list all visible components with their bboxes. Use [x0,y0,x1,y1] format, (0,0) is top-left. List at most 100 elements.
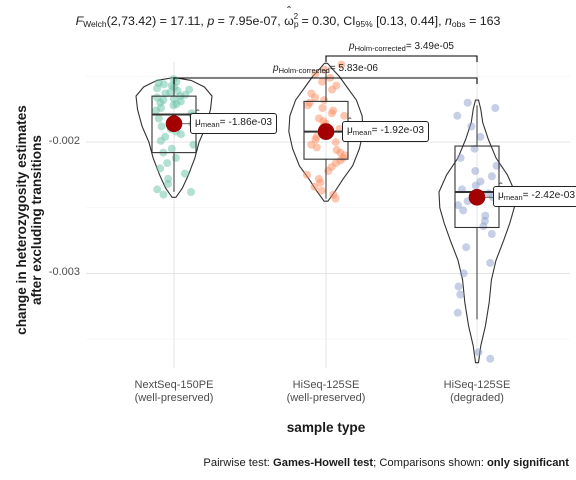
data-point [311,93,319,102]
data-point [474,348,483,357]
gridlines [86,62,570,368]
data-point [169,101,178,110]
mean-symbol: μ [498,181,504,202]
data-point [312,143,321,152]
data-point [487,230,496,238]
data-point [471,167,480,175]
stat-args: (2,73.42) = 17.11, [106,14,204,28]
x-tick-label-line: (well-preserved) [134,391,214,404]
mean-symbol: μ [195,108,201,129]
data-point [157,122,166,131]
data-point [453,308,462,317]
caption-test: Games-Howell test [273,457,374,469]
data-point [331,138,340,147]
omega-superscript: 2 [293,12,299,21]
data-point [189,140,198,149]
comparison-p-value: = 5.83e-06 [329,63,378,74]
data-point [463,98,472,107]
data-point [337,60,346,69]
mean-label: μmean= -2.42e-03 [493,181,576,208]
data-point [327,109,336,118]
mean-marker [468,188,486,206]
ci-value: [0.13, 0.44], [376,14,442,28]
data-point [152,106,160,115]
data-point [470,144,479,153]
mean-marker [317,123,335,140]
data-point [156,164,165,173]
data-point [180,169,189,178]
x-tick-label-line: (degraded) [450,391,504,404]
comparison-p-label: pHolm-corrected= 5.83e-06 [273,63,378,75]
data-point [167,144,176,153]
ci-label: CI [343,14,356,28]
stat-symbol: F [75,14,84,28]
comparison-bracket [173,77,478,84]
omega-symbol: ω [284,4,294,28]
mean-label: μmean= -1.92e-03 [342,116,430,142]
data-point [318,77,327,86]
p-symbol: p [207,14,215,28]
data-point [153,84,162,93]
x-tick-label-line: HiSeq-125SE [292,379,360,391]
mean-marker [165,115,183,133]
caption-shown: only significant [486,457,569,469]
mean-subscript: mean [503,193,523,203]
comparison-p-label: pHolm-corrected= 3.49e-05 [349,41,454,53]
data-point [459,269,468,278]
mean-subscript: mean [352,127,372,137]
comparison-p-symbol: p [349,41,355,52]
data-point [153,185,162,194]
data-point [328,85,337,94]
data-point [176,130,185,139]
comparison-p-symbol: p [273,63,279,74]
data-point [456,153,465,162]
data-point [459,206,468,215]
data-point [317,186,326,195]
data-point [164,180,172,189]
data-point [487,172,496,181]
data-point [171,153,180,162]
data-point [163,159,172,168]
p-value: = 7.95e-07, [217,14,281,28]
data-point [491,104,500,112]
comparison-p-subscript: Holm-corrected [278,66,330,75]
data-point [303,170,311,179]
mean-subscript: mean [200,119,220,129]
omega-value: = 0.30, [301,14,340,28]
caption: Pairwise test: Games-Howell test; Compar… [203,457,569,469]
data-point [479,222,488,231]
data-point [331,194,340,203]
mean-value: = -1.86e-03 [219,116,273,128]
data-point [456,290,465,299]
mean-symbol: μ [347,116,353,137]
x-tick-label: NextSeq-150PE (well-preserved) [99,379,249,404]
comparison-p-value: = 3.49e-05 [405,41,454,52]
data-point [471,181,480,190]
chart-title: FWelch(2,73.42) = 17.11, p = 7.95e-07, ω… [0,4,576,29]
data-point [316,178,325,187]
data-point [310,182,319,191]
n-subscript: obs [451,19,466,29]
data-point [320,65,329,74]
x-tick-label-line: HiSeq-125SE [443,379,511,391]
x-axis-label: sample type [286,420,366,435]
caption-prefix: Pairwise test: [203,457,274,469]
mean-label: μmean= -1.86e-03 [190,108,278,134]
comparison-brackets [173,55,478,84]
n-symbol: n [444,14,452,28]
y-tick-label: -0.002 [48,135,80,148]
x-tick-label-line: (well-preserved) [286,391,366,404]
data-point [154,114,163,123]
data-point [486,354,495,363]
data-point [476,132,485,141]
data-point [454,201,462,210]
data-point [462,243,471,252]
data-point [318,104,327,112]
mean-value: = -2.42e-03 [522,190,576,202]
caption-middle: ; Comparisons shown: [373,457,487,469]
data-point [161,89,170,98]
data-point [311,69,320,78]
y-tick-label: -0.003 [48,266,80,279]
stat-subscript: Welch [83,19,107,29]
